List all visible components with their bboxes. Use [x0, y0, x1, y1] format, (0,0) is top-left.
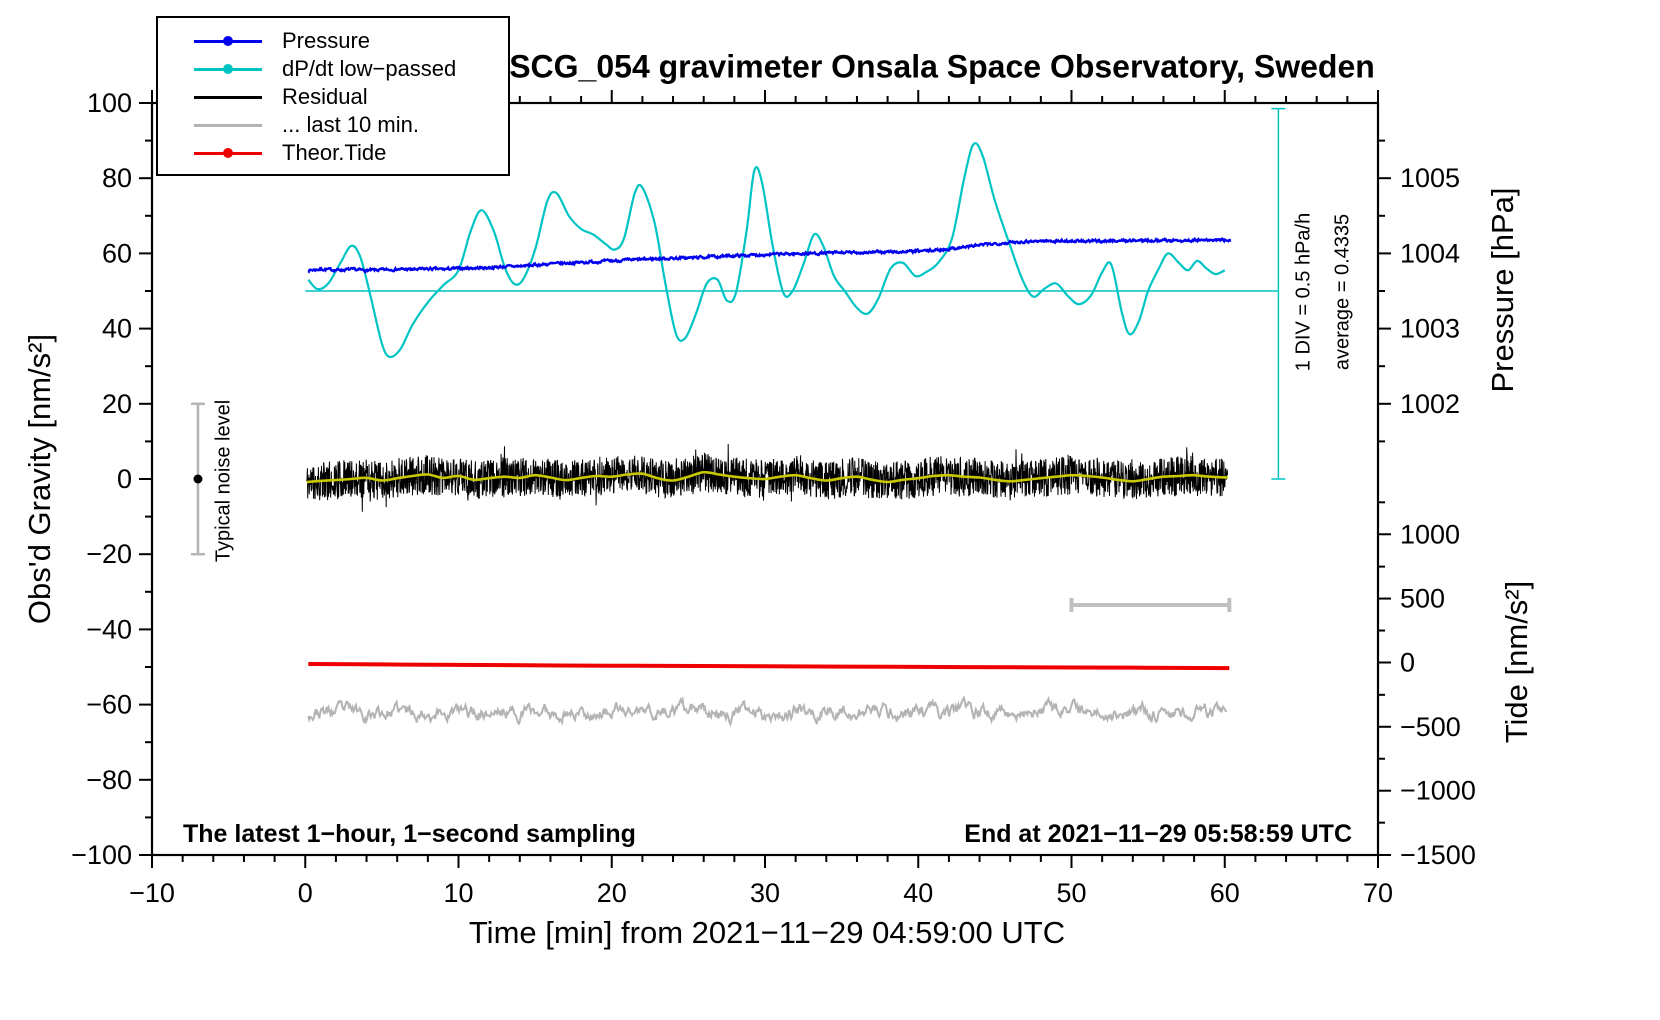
legend-item-dpdt: dP/dt low−passed: [158, 55, 508, 83]
tick-label: −1000: [1400, 776, 1476, 806]
tick-label: 1005: [1400, 163, 1460, 193]
legend-item-last10: ... last 10 min.: [158, 111, 508, 139]
tick-label: 0: [298, 878, 313, 908]
tick-label: 70: [1363, 878, 1393, 908]
legend-swatch-residual: [194, 87, 262, 107]
tick-label: −20: [86, 539, 132, 569]
y-axis-title-tide: Tide [nm/s²]: [1499, 580, 1534, 744]
tick-label: 30: [750, 878, 780, 908]
tick-label: 40: [903, 878, 933, 908]
legend-label-last10: ... last 10 min.: [282, 112, 419, 137]
tick-label: 40: [102, 314, 132, 344]
tick-label: 50: [1056, 878, 1086, 908]
sampling-note: The latest 1−hour, 1−second sampling: [183, 820, 636, 848]
tick-label: 60: [102, 238, 132, 268]
x-axis-title: Time [min] from 2021−11−29 04:59:00 UTC: [468, 915, 1066, 950]
tick-label: 20: [597, 878, 627, 908]
y-axis-title-pressure: Pressure [hPa]: [1485, 187, 1520, 393]
tick-label: 100: [87, 88, 132, 118]
tick-label: −40: [86, 614, 132, 644]
typical-noise-level-note: Typical noise level: [212, 399, 235, 563]
tick-label: −60: [86, 690, 132, 720]
legend-item-residual: Residual: [158, 83, 508, 111]
div-scale-note: 1 DIV = 0.5 hPa/h: [1292, 212, 1315, 372]
end-time-note: End at 2021−11−29 05:58:59 UTC: [964, 820, 1352, 848]
axes: −10 0 10 20 30 40 50 60 70−100−80−60−40−20020406…: [71, 88, 1476, 908]
legend-item-theor-tide: Theor.Tide: [158, 139, 508, 167]
legend-item-pressure: Pressure: [158, 27, 508, 55]
tick-label: 60: [1210, 878, 1240, 908]
last-10-min-scale-bar: [1069, 597, 1232, 612]
tick-label: 1004: [1400, 238, 1460, 268]
tick-label: −10: [129, 878, 175, 908]
tick-label: 500: [1400, 584, 1445, 614]
legend: Pressure dP/dt low−passed Residual ... l…: [156, 16, 510, 176]
tick-label: 20: [102, 389, 132, 419]
series-residual: [306, 443, 1228, 512]
legend-swatch-theor-tide: [194, 143, 262, 163]
tick-label: −100: [71, 840, 132, 870]
series-tide: [308, 662, 1230, 671]
tick-label: −500: [1400, 712, 1461, 742]
tick-label: 1002: [1400, 389, 1460, 419]
tick-label: 10: [443, 878, 473, 908]
average-note: average = 0.4335: [1331, 213, 1354, 371]
tick-label: 0: [1400, 647, 1415, 677]
tick-label: −1500: [1400, 840, 1476, 870]
tick-label: 1003: [1400, 314, 1460, 344]
chart-title: SCG_054 gravimeter Onsala Space Observat…: [509, 48, 1375, 85]
series-residual-smoothed: [306, 470, 1228, 484]
legend-label-residual: Residual: [282, 84, 368, 109]
y-axis-title-gravity: Obs'd Gravity [nm/s²]: [22, 333, 57, 625]
typical-noise-level-bar: [190, 402, 205, 556]
tick-label: −80: [86, 765, 132, 795]
legend-label-dpdt: dP/dt low−passed: [282, 56, 457, 81]
series-last10: [307, 695, 1227, 728]
tick-label: 0: [117, 464, 132, 494]
tick-label: 80: [102, 163, 132, 193]
legend-swatch-last10: [194, 115, 262, 135]
legend-label-pressure: Pressure: [282, 28, 371, 53]
legend-label-theor-tide: Theor.Tide: [282, 140, 387, 165]
legend-swatch-pressure: [194, 31, 262, 51]
series-dpdt: [307, 142, 1226, 359]
series-pressure: [307, 236, 1232, 274]
legend-swatch-dpdt: [194, 59, 262, 79]
series-group: [306, 142, 1232, 728]
tick-label: 1000: [1400, 519, 1460, 549]
